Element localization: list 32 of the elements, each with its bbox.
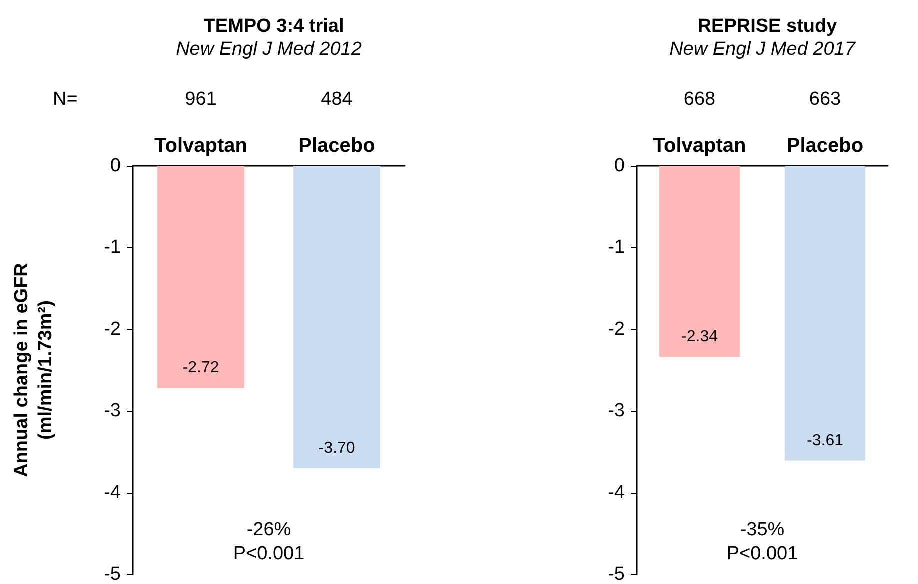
- annotation: -26% P<0.001: [233, 520, 305, 564]
- data-label: -2.34: [682, 328, 718, 346]
- y-tick-label: -5: [104, 564, 121, 584]
- y-tick-label: -4: [608, 482, 626, 504]
- chart-title: REPRISE study: [698, 16, 838, 37]
- data-label: -3.70: [318, 440, 356, 457]
- text: 484: [321, 89, 354, 110]
- y-tick-label: -4: [104, 482, 122, 504]
- chart-title: TEMPO 3:4 trial: [204, 16, 344, 37]
- text: 961: [185, 89, 217, 110]
- y-axis-title: Annual change in eGFR (ml/min/1.73m²): [12, 262, 56, 478]
- y-tick-label: 0: [614, 156, 625, 176]
- x-tick-label: Tolvaptan: [653, 135, 746, 157]
- y-tick-label: -1: [104, 237, 121, 258]
- y-tick-label: -2: [608, 318, 625, 340]
- data-label: -2.72: [182, 360, 220, 377]
- x-tick-label: Placebo: [786, 135, 864, 157]
- y-tick-label: -3: [104, 400, 121, 422]
- text: 668: [684, 89, 716, 110]
- text: 663: [809, 89, 842, 110]
- annotation: -35% P<0.001: [726, 520, 798, 564]
- x-tick-label: Placebo: [298, 135, 376, 157]
- y-tick-label: -5: [608, 564, 625, 584]
- y-tick-label: -2: [104, 318, 121, 340]
- y-tick-label: 0: [110, 156, 121, 176]
- y-tick-label: -3: [608, 400, 625, 422]
- data-label: -3.61: [807, 432, 844, 450]
- text: N=: [53, 89, 78, 110]
- y-tick-label: -1: [608, 237, 625, 258]
- chart-subtitle: New Engl J Med 2017: [670, 39, 857, 60]
- x-tick-label: Tolvaptan: [154, 135, 248, 157]
- chart-subtitle: New Engl J Med 2012: [176, 39, 362, 60]
